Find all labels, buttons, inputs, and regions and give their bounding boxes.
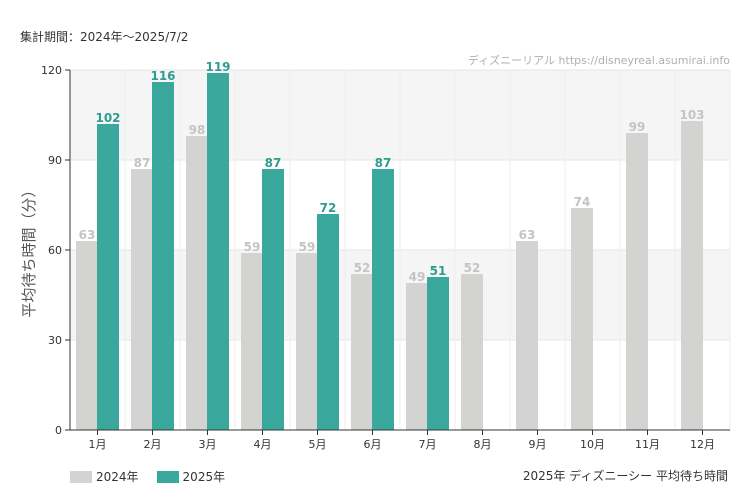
bar-marks bbox=[76, 73, 703, 430]
bar-2024年-9月[interactable] bbox=[516, 241, 538, 430]
data-label-2025年-1月: 102 bbox=[95, 111, 120, 125]
legend: 2024年 2025年 bbox=[70, 468, 243, 485]
data-label-2024年-10月: 74 bbox=[574, 195, 591, 209]
legend-item-2024[interactable]: 2024年 bbox=[70, 468, 139, 485]
legend-swatch-2025 bbox=[156, 470, 179, 483]
bar-2024年-10月[interactable] bbox=[571, 208, 593, 430]
y-tick-label: 60 bbox=[48, 244, 62, 257]
bar-2024年-7月[interactable] bbox=[406, 283, 428, 430]
x-tick-label: 1月 bbox=[89, 438, 107, 451]
y-tick-label: 30 bbox=[48, 334, 62, 347]
bar-2024年-11月[interactable] bbox=[626, 133, 648, 430]
y-tick-label: 90 bbox=[48, 154, 62, 167]
x-tick-label: 11月 bbox=[635, 438, 660, 451]
bar-2025年-7月[interactable] bbox=[427, 277, 449, 430]
bar-2024年-8月[interactable] bbox=[461, 274, 483, 430]
legend-swatch-2024 bbox=[70, 470, 92, 483]
data-label-2024年-8月: 52 bbox=[464, 261, 481, 275]
data-label-2024年-2月: 87 bbox=[134, 156, 151, 170]
data-label-2024年-4月: 59 bbox=[244, 240, 261, 254]
data-labels: 63 102 87 116 98 119 59 87 59 72 52 87 49 51 52 63 74 99 1… bbox=[79, 60, 705, 284]
x-tick-label: 10月 bbox=[580, 438, 605, 451]
bar-2025年-5月[interactable] bbox=[317, 214, 339, 430]
bar-2025年-2月[interactable] bbox=[152, 82, 174, 430]
x-tick-label: 2月 bbox=[144, 438, 162, 451]
x-tick-label: 9月 bbox=[529, 438, 547, 451]
axes bbox=[65, 69, 730, 435]
x-tick-label: 7月 bbox=[419, 438, 437, 451]
x-tick-label: 4月 bbox=[254, 438, 272, 451]
data-label-2024年-6月: 52 bbox=[354, 261, 371, 275]
y-axis-label: 平均待ち時間（分） bbox=[20, 182, 38, 317]
data-label-2025年-6月: 87 bbox=[375, 156, 392, 170]
legend-label-2024: 2024年 bbox=[96, 470, 139, 484]
data-label-2024年-12月: 103 bbox=[679, 108, 704, 122]
y-tick-label: 120 bbox=[41, 64, 62, 77]
chart-title: 2025年 ディズニーシー 平均待ち時間 bbox=[522, 469, 728, 483]
data-label-2025年-7月: 51 bbox=[430, 264, 447, 278]
y-tick-label: 0 bbox=[55, 424, 62, 437]
x-tick-label: 5月 bbox=[309, 438, 327, 451]
x-tick-label: 6月 bbox=[364, 438, 382, 451]
data-label-2024年-9月: 63 bbox=[519, 228, 536, 242]
data-label-2025年-3月: 119 bbox=[205, 60, 230, 74]
x-tick-labels: 1月 2月 3月 4月 5月 6月 7月 8月 9月 10月 11月 12月 bbox=[89, 438, 716, 451]
legend-label-2025: 2025年 bbox=[182, 470, 226, 484]
bar-2024年-4月[interactable] bbox=[241, 253, 263, 430]
bar-2025年-1月[interactable] bbox=[97, 124, 119, 430]
bar-2024年-12月[interactable] bbox=[681, 121, 703, 430]
data-label-2025年-2月: 116 bbox=[150, 69, 175, 83]
data-label-2024年-3月: 98 bbox=[189, 123, 206, 137]
bar-2025年-6月[interactable] bbox=[372, 169, 394, 430]
watermark-text: ディズニーリアル https://disneyreal.asumirai.inf… bbox=[468, 53, 730, 67]
bar-2024年-1月[interactable] bbox=[76, 241, 98, 430]
data-label-2024年-11月: 99 bbox=[629, 120, 646, 134]
legend-item-2025[interactable]: 2025年 bbox=[156, 468, 226, 485]
x-tick-label: 12月 bbox=[690, 438, 715, 451]
data-label-2024年-7月: 49 bbox=[409, 270, 426, 284]
data-label-2024年-5月: 59 bbox=[299, 240, 316, 254]
collection-period: 集計期間：2024年～2025/7/2 bbox=[20, 30, 189, 44]
bar-2024年-6月[interactable] bbox=[351, 274, 373, 430]
x-tick-label: 3月 bbox=[199, 438, 217, 451]
data-label-2025年-5月: 72 bbox=[320, 201, 337, 215]
bar-2024年-2月[interactable] bbox=[131, 169, 153, 430]
bar-2024年-5月[interactable] bbox=[296, 253, 318, 430]
bar-2025年-3月[interactable] bbox=[207, 73, 229, 430]
y-tick-labels: 0 30 60 90 120 bbox=[41, 64, 62, 437]
data-label-2024年-1月: 63 bbox=[79, 228, 96, 242]
bar-2025年-4月[interactable] bbox=[262, 169, 284, 430]
data-label-2025年-4月: 87 bbox=[265, 156, 282, 170]
x-tick-label: 8月 bbox=[474, 438, 492, 451]
bar-2024年-3月[interactable] bbox=[186, 136, 208, 430]
